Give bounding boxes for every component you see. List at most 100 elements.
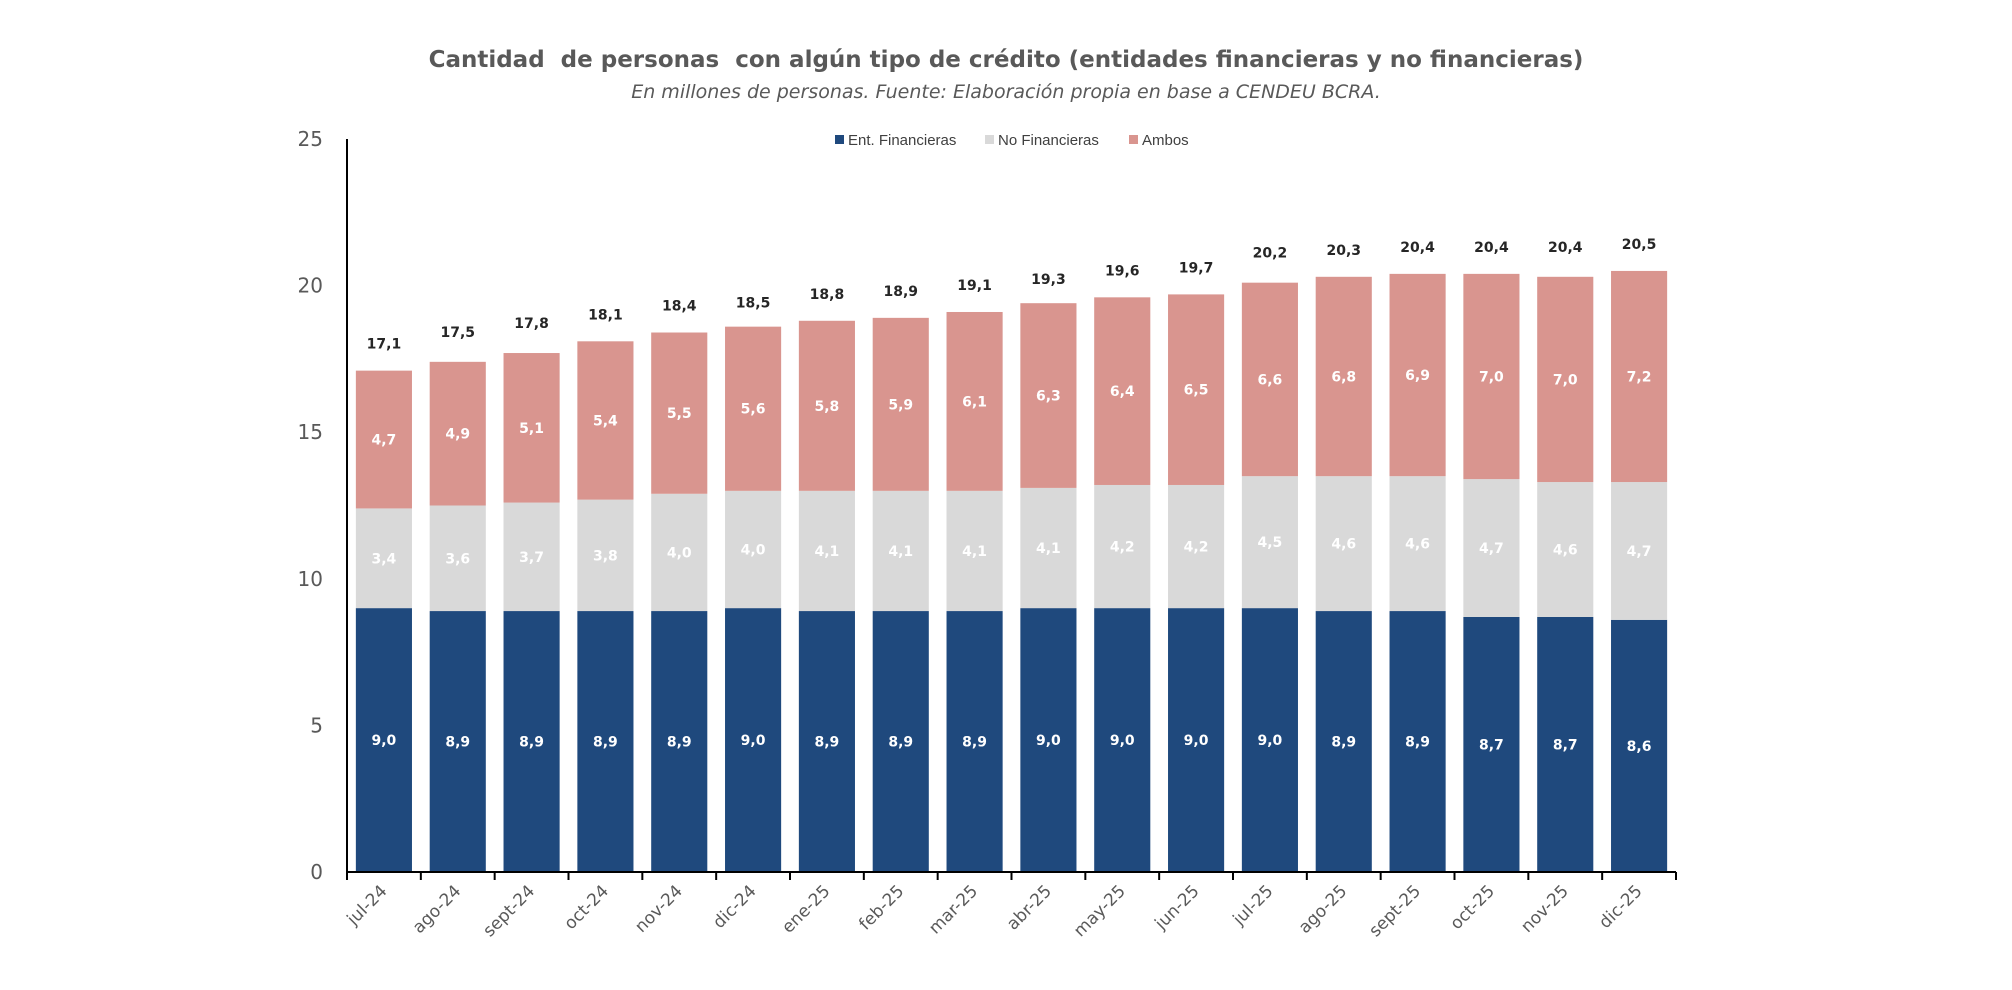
data-label: 6,9: [1405, 368, 1430, 384]
data-label: 4,1: [1036, 541, 1061, 557]
bar-segment: [1020, 608, 1077, 872]
bar-segment: [1463, 273, 1520, 480]
data-label: 9,0: [1184, 733, 1209, 749]
data-label: 4,0: [741, 542, 766, 558]
bar-segment: [1611, 619, 1668, 872]
data-label: 4,6: [1405, 537, 1430, 553]
data-label: 4,7: [372, 433, 397, 449]
y-tick-label: 15: [298, 420, 323, 444]
bar-segment: [503, 611, 560, 872]
bar-segment: [872, 490, 929, 612]
bar-segment: [1537, 482, 1594, 617]
total-label: 20,4: [1548, 240, 1583, 256]
bar-segment: [1094, 297, 1151, 485]
total-label: 18,1: [588, 307, 623, 323]
data-label: 3,4: [372, 551, 397, 567]
y-tick-label: 0: [310, 860, 323, 884]
bar-stack: 8,9 3,7 5,1 17,8: [503, 316, 560, 872]
y-tick-label: 10: [298, 567, 323, 591]
bar-segment: [1537, 616, 1594, 872]
total-label: 20,4: [1474, 240, 1509, 256]
y-tick-label: 5: [310, 713, 323, 737]
data-label: 7,0: [1479, 369, 1504, 385]
bar-segment: [1094, 608, 1151, 872]
bar-segment: [1463, 616, 1520, 872]
data-label: 4,0: [667, 545, 692, 561]
data-label: 8,9: [888, 735, 913, 751]
bar-segment: [429, 505, 486, 612]
data-label: 5,8: [815, 399, 840, 415]
x-tick-label: abr-25: [1003, 881, 1056, 934]
bar-stack: 8,9 3,8 5,4 18,1: [577, 307, 634, 872]
bar-segment: [1315, 611, 1372, 872]
bar-segment: [1611, 482, 1668, 620]
data-label: 8,9: [1405, 735, 1430, 751]
data-label: 6,6: [1258, 372, 1283, 388]
legend-label: Ent. Financieras: [848, 132, 956, 149]
bar-stack: 8,9 4,6 6,8 20,3: [1315, 243, 1372, 872]
legend-item: Ent. Financieras: [835, 132, 956, 149]
total-label: 18,8: [810, 287, 845, 303]
bar-segment: [1094, 484, 1151, 609]
bar-stack: 8,9 4,1 5,8 18,8: [798, 287, 855, 872]
bar-stack: 9,0 4,2 6,4 19,6: [1094, 263, 1151, 872]
legend-label: Ambos: [1142, 132, 1189, 149]
data-label: 9,0: [372, 733, 397, 749]
total-label: 17,5: [440, 325, 475, 341]
bar-segment: [577, 499, 634, 612]
x-tick-label: may-25: [1070, 881, 1130, 941]
data-label: 7,0: [1553, 372, 1578, 388]
x-tick-label: ago-25: [1295, 881, 1351, 937]
bar-segment: [798, 320, 855, 491]
x-tick-label: jun-25: [1151, 881, 1204, 934]
bar-segment: [725, 608, 782, 872]
bar-stack: 9,0 4,2 6,5 19,7: [1168, 260, 1225, 872]
bar-segment: [503, 353, 560, 503]
bar-segment: [1537, 276, 1594, 483]
data-label: 4,1: [815, 544, 840, 560]
data-label: 5,5: [667, 406, 692, 422]
data-label: 4,6: [1331, 537, 1356, 553]
x-tick-label: dic-24: [709, 881, 760, 932]
data-label: 3,8: [593, 548, 618, 564]
bar-stack: 8,9 4,1 5,9 18,9: [872, 284, 929, 872]
total-label: 20,2: [1253, 246, 1288, 262]
x-tick-label: feb-25: [855, 881, 908, 934]
total-label: 20,4: [1400, 240, 1435, 256]
bar-segment: [1315, 476, 1372, 612]
bar-segment: [503, 502, 560, 612]
x-tick-label: ago-24: [409, 881, 465, 937]
legend-swatch: [1129, 135, 1138, 144]
data-label: 8,9: [445, 735, 470, 751]
x-tick-label: oct-25: [1446, 881, 1498, 933]
bar-segment: [1168, 294, 1225, 485]
total-label: 19,6: [1105, 263, 1140, 279]
bar-segment: [1389, 273, 1446, 477]
y-tick-label: 20: [298, 274, 323, 298]
data-label: 4,1: [962, 544, 987, 560]
data-label: 6,1: [962, 394, 987, 410]
bar-segment: [429, 611, 486, 872]
x-tick-label: dic-25: [1595, 881, 1646, 932]
x-tick-label: sept-25: [1365, 881, 1425, 941]
data-label: 9,0: [741, 733, 766, 749]
data-label: 5,4: [593, 413, 618, 429]
bar-segment: [946, 311, 1003, 491]
bar-segment: [1463, 479, 1520, 617]
data-label: 8,7: [1553, 737, 1578, 753]
bar-segment: [651, 332, 708, 494]
data-label: 9,0: [1110, 733, 1135, 749]
x-tick-label: nov-24: [631, 881, 687, 937]
total-label: 18,9: [883, 284, 918, 300]
data-label: 5,6: [741, 402, 766, 418]
x-tick-label: oct-24: [560, 881, 612, 933]
bar-segment: [1168, 484, 1225, 609]
bar-stack: 8,9 4,0 5,5 18,4: [651, 299, 708, 872]
total-label: 20,5: [1622, 237, 1657, 253]
bar-segment: [1020, 487, 1077, 609]
legend: Ent. Financieras No Financieras Ambos: [835, 132, 1189, 149]
legend-swatch: [985, 135, 994, 144]
data-label: 7,2: [1627, 369, 1652, 385]
data-label: 9,0: [1036, 733, 1061, 749]
x-axis: jul-24 ago-24 sept-24 oct-24 nov-24 dic-24 ene…: [343, 871, 1677, 941]
